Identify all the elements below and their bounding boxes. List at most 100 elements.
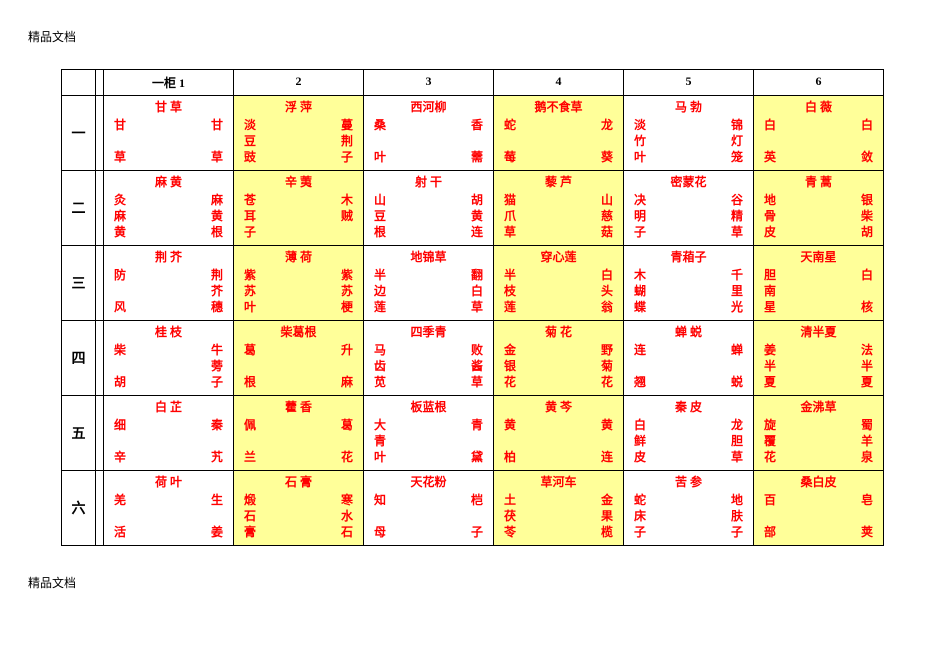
cell-title: 甘 草 (108, 99, 229, 115)
cell-r4-c1: 桂 枝柴牛 蒡胡子 (104, 321, 234, 396)
row-spacer-5 (96, 396, 104, 471)
cell-line-3: 花泉 (758, 449, 879, 465)
cell-line-1: 知桤 (368, 492, 489, 508)
cell-line-2 (238, 433, 359, 449)
cell-title: 天南星 (758, 249, 879, 265)
cell-r2-c1: 麻 黄灸麻麻黄黄根 (104, 171, 234, 246)
cell-title: 西河柳 (368, 99, 489, 115)
cell-line-1: 羌生 (108, 492, 229, 508)
cell-title: 浮 萍 (238, 99, 359, 115)
cell-line-3: 膏石 (238, 524, 359, 540)
cell-line-3: 苓榄 (498, 524, 619, 540)
cell-line-2: 苏苏 (238, 283, 359, 299)
cell-line-3: 莓葵 (498, 149, 619, 165)
col-header-2: 2 (234, 70, 364, 96)
cell-line-1: 蛇龙 (498, 117, 619, 133)
cell-r6-c1: 荷 叶羌生 活姜 (104, 471, 234, 546)
cell-line-2: 齿酱 (368, 358, 489, 374)
cell-title: 麻 黄 (108, 174, 229, 190)
cell-title: 蝉 蜕 (628, 324, 749, 340)
row-label-4: 四 (62, 321, 96, 396)
cell-r2-c2: 辛 荑苍木耳贼子 (234, 171, 364, 246)
cell-title: 草河车 (498, 474, 619, 490)
cell-line-2: 边白 (368, 283, 489, 299)
cell-line-1: 地银 (758, 192, 879, 208)
cell-line-1: 猫山 (498, 192, 619, 208)
cell-line-2: 蝴里 (628, 283, 749, 299)
cell-line-1: 半翻 (368, 267, 489, 283)
cell-line-2: 覆羊 (758, 433, 879, 449)
row-spacer-6 (96, 471, 104, 546)
cell-line-2: 麻黄 (108, 208, 229, 224)
cell-title: 天花粉 (368, 474, 489, 490)
cell-line-1: 细秦 (108, 417, 229, 433)
cell-line-1: 柴牛 (108, 342, 229, 358)
cell-r6-c2: 石 膏煅寒石水膏石 (234, 471, 364, 546)
cell-title: 白 芷 (108, 399, 229, 415)
cell-r2-c6: 青 蒿地银骨柴皮胡 (754, 171, 884, 246)
cell-line-1: 白白 (758, 117, 879, 133)
cell-r3-c1: 荆 芥防荆 芥风穗 (104, 246, 234, 321)
col-header-3: 3 (364, 70, 494, 96)
cell-line-3: 根连 (368, 224, 489, 240)
row-spacer-3 (96, 246, 104, 321)
cell-line-3: 活姜 (108, 524, 229, 540)
cell-line-3: 叶薷 (368, 149, 489, 165)
cell-r1-c2: 浮 萍淡蔓豆荆豉子 (234, 96, 364, 171)
cell-line-3: 辛艽 (108, 449, 229, 465)
cell-r4-c4: 菊 花金野银菊花花 (494, 321, 624, 396)
cell-line-1: 土金 (498, 492, 619, 508)
cell-title: 荷 叶 (108, 474, 229, 490)
cell-line-2: 骨柴 (758, 208, 879, 224)
cell-line-1: 黄黄 (498, 417, 619, 433)
cell-title: 青葙子 (628, 249, 749, 265)
row-label-6: 六 (62, 471, 96, 546)
cell-title: 板蓝根 (368, 399, 489, 415)
cell-title: 桂 枝 (108, 324, 229, 340)
cell-title: 穿心莲 (498, 249, 619, 265)
cell-line-1: 姜法 (758, 342, 879, 358)
cell-r4-c6: 清半夏姜法半半夏夏 (754, 321, 884, 396)
cell-line-1: 防荆 (108, 267, 229, 283)
cell-r5-c6: 金沸草旋蜀覆羊花泉 (754, 396, 884, 471)
row-spacer-2 (96, 171, 104, 246)
cell-r1-c6: 白 薇白白 英敛 (754, 96, 884, 171)
cell-line-2 (368, 133, 489, 149)
cell-line-1: 金野 (498, 342, 619, 358)
cell-line-1: 连蝉 (628, 342, 749, 358)
cell-line-1: 紫紫 (238, 267, 359, 283)
row-spacer-1 (96, 96, 104, 171)
cell-title: 秦 皮 (628, 399, 749, 415)
cell-line-3: 兰花 (238, 449, 359, 465)
cell-title: 青 蒿 (758, 174, 879, 190)
cell-line-2 (238, 358, 359, 374)
cell-line-3: 胡子 (108, 374, 229, 390)
cell-line-1: 苍木 (238, 192, 359, 208)
cell-line-3: 皮草 (628, 449, 749, 465)
cell-title: 金沸草 (758, 399, 879, 415)
cell-title: 藿 香 (238, 399, 359, 415)
cell-r4-c3: 四季青马败齿酱苋草 (364, 321, 494, 396)
cell-line-1: 葛升 (238, 342, 359, 358)
cell-line-1: 甘甘 (108, 117, 229, 133)
cell-r5-c3: 板蓝根大青青 叶黛 (364, 396, 494, 471)
header-corner-1 (62, 70, 96, 96)
cell-r6-c4: 草河车土金茯果苓榄 (494, 471, 624, 546)
cell-r1-c1: 甘 草甘甘 草草 (104, 96, 234, 171)
cell-line-1: 佩葛 (238, 417, 359, 433)
cell-r3-c6: 天南星胆白南 星核 (754, 246, 884, 321)
cell-title: 辛 荑 (238, 174, 359, 190)
cell-title: 黄 芩 (498, 399, 619, 415)
cell-title: 石 膏 (238, 474, 359, 490)
cell-line-1: 桑香 (368, 117, 489, 133)
cell-line-2 (498, 133, 619, 149)
cell-line-3: 草草 (108, 149, 229, 165)
cell-line-3: 叶笼 (628, 149, 749, 165)
cell-line-2: 耳贼 (238, 208, 359, 224)
cell-line-1: 煅寒 (238, 492, 359, 508)
cell-line-3: 柏连 (498, 449, 619, 465)
cell-r3-c5: 青葙子木千蝴里蝶光 (624, 246, 754, 321)
cell-line-2: 南 (758, 283, 879, 299)
cell-line-2 (498, 433, 619, 449)
cell-line-3: 莲草 (368, 299, 489, 315)
